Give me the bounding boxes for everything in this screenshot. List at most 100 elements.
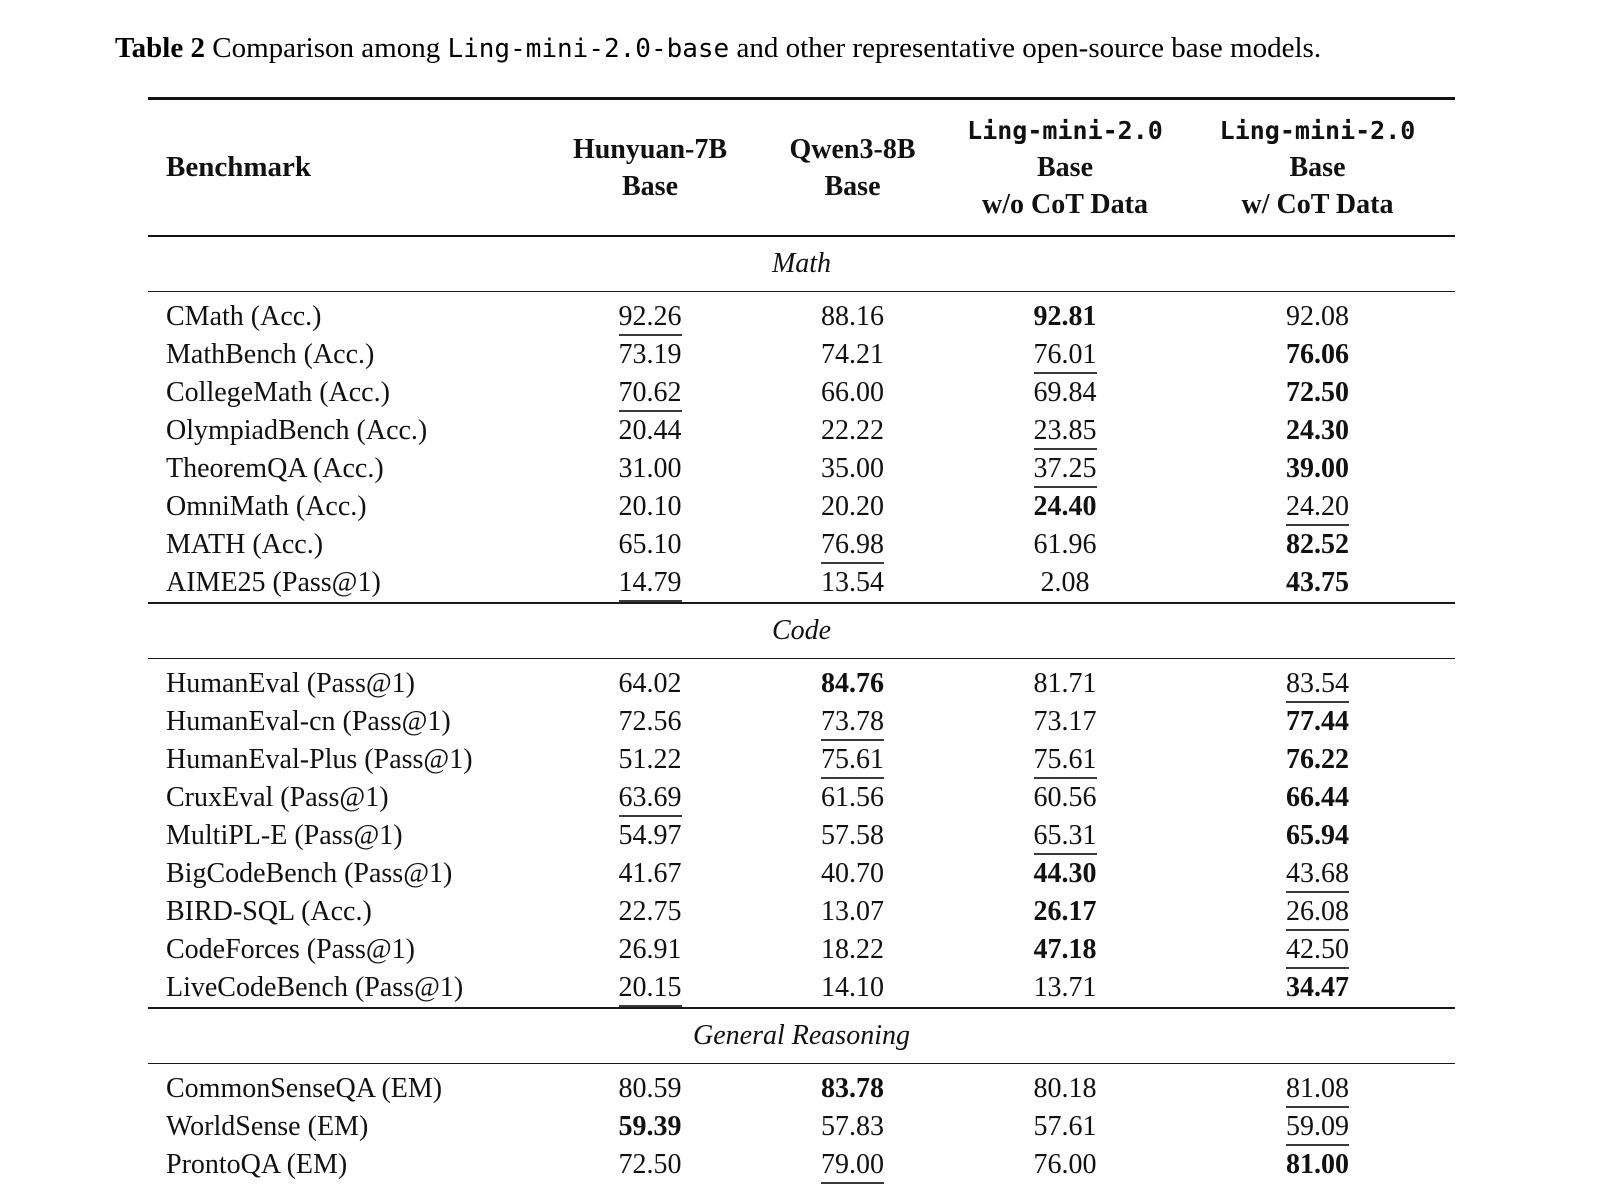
benchmark-name: CodeForces (Pass@1) — [166, 934, 415, 965]
score-value: 65.10 — [618, 529, 682, 560]
score-value: 37.25 — [1033, 454, 1097, 488]
score-value: 39.00 — [1286, 453, 1349, 484]
benchmark-row: MATH (Acc.) 65.10 76.98 61.96 82.52 — [148, 526, 1455, 564]
score-cell: 61.56 — [755, 779, 950, 817]
benchmark-name: BigCodeBench (Pass@1) — [166, 858, 453, 889]
score-value: 43.68 — [1286, 859, 1349, 893]
score-cell: 51.22 — [545, 741, 755, 779]
score-value: 40.70 — [821, 858, 884, 889]
score-cell: 80.18 — [950, 1064, 1180, 1109]
score-cell: 80.59 — [545, 1064, 755, 1109]
score-cell: 83.78 — [755, 1064, 950, 1109]
score-value: 20.15 — [618, 973, 682, 1007]
benchmark-row: TheoremQA (Acc.) 31.00 35.00 37.25 39.00 — [148, 450, 1455, 488]
score-cell: 92.26 — [545, 292, 755, 336]
benchmark-row: OmniMath (Acc.) 20.10 20.20 24.40 24.20 — [148, 488, 1455, 526]
score-cell: 72.50 — [1180, 374, 1455, 412]
score-value: 26.17 — [1033, 896, 1097, 927]
score-value: 74.21 — [821, 339, 884, 370]
score-value: 76.00 — [1033, 1149, 1097, 1180]
score-value: 73.19 — [618, 339, 682, 370]
score-value: 41.67 — [618, 858, 682, 889]
score-value: 72.50 — [1286, 377, 1349, 408]
score-value: 61.96 — [1033, 529, 1097, 560]
score-cell: 76.06 — [1180, 336, 1455, 374]
score-value: 24.30 — [1286, 415, 1349, 446]
benchmark-row: CruxEval (Pass@1) 63.69 61.56 60.56 66.44 — [148, 779, 1455, 817]
score-value: 81.71 — [1033, 668, 1097, 699]
page: Table 2 Comparison among Ling-mini-2.0-b… — [0, 30, 1600, 1201]
score-cell: 34.47 — [1180, 969, 1455, 1008]
score-value: 35.00 — [821, 453, 884, 484]
table-caption: Table 2 Comparison among Ling-mini-2.0-b… — [115, 30, 1600, 67]
score-cell: 20.44 — [545, 412, 755, 450]
score-cell: 54.97 — [545, 817, 755, 855]
score-value: 20.10 — [618, 491, 682, 522]
header-model-column: Qwen3-8B Base — [755, 98, 950, 237]
score-value: 42.50 — [1286, 935, 1349, 969]
score-cell: 82.52 — [1180, 526, 1455, 564]
score-cell: 18.22 — [755, 931, 950, 969]
score-cell: 22.22 — [755, 412, 950, 450]
score-cell: 88.16 — [755, 292, 950, 337]
benchmark-name: CruxEval (Pass@1) — [166, 782, 389, 813]
caption-model-code: Ling-mini-2.0-base — [447, 34, 730, 64]
benchmark-row: WorldSense (EM) 59.39 57.83 57.61 59.09 — [148, 1108, 1455, 1146]
score-value: 2.08 — [1040, 567, 1090, 598]
score-cell: 24.20 — [1180, 488, 1455, 526]
header-row: Benchmark Hunyuan-7B Base Qwen3-8B Base Ling… — [148, 98, 1455, 237]
benchmark-name: AIME25 (Pass@1) — [166, 567, 381, 598]
score-value: 82.52 — [1286, 529, 1349, 560]
score-cell: 65.94 — [1180, 817, 1455, 855]
benchmark-row: HumanEval-Plus (Pass@1) 51.22 75.61 75.61 76… — [148, 741, 1455, 779]
score-cell: 60.56 — [950, 779, 1180, 817]
header-model-column: Hunyuan-7B Base — [545, 98, 755, 237]
header-line: w/ CoT Data — [1241, 189, 1394, 220]
header-benchmark: Benchmark — [148, 98, 545, 237]
score-cell: 73.78 — [755, 703, 950, 741]
benchmark-row: HumanEval-cn (Pass@1) 72.56 73.78 73.17 77.4… — [148, 703, 1455, 741]
header-model-column: Ling-mini-2.0 Base w/ CoT Data — [1180, 98, 1455, 237]
section-label: Math — [148, 235, 1455, 292]
score-value: 23.85 — [1033, 416, 1097, 450]
score-cell: 57.83 — [755, 1108, 950, 1146]
header-line: Ling-mini-2.0 — [967, 116, 1163, 145]
section-header-row: General Reasoning — [148, 1007, 1455, 1064]
score-value: 76.98 — [821, 530, 884, 564]
score-value: 22.75 — [618, 896, 682, 927]
score-value: 13.07 — [821, 896, 884, 927]
score-cell: 2.08 — [950, 564, 1180, 603]
benchmark-row: BigCodeBench (Pass@1) 41.67 40.70 44.30 43.6… — [148, 855, 1455, 893]
score-value: 47.18 — [1033, 934, 1097, 965]
score-value: 76.22 — [1286, 744, 1349, 775]
header-line: Base — [622, 170, 678, 202]
score-cell: 40.70 — [755, 855, 950, 893]
score-value: 43.75 — [1286, 567, 1349, 598]
score-cell: 59.39 — [545, 1108, 755, 1146]
score-value: 80.18 — [1033, 1073, 1097, 1104]
score-cell: 14.10 — [755, 969, 950, 1008]
score-value: 20.44 — [618, 415, 682, 446]
score-value: 63.69 — [618, 783, 682, 817]
score-value: 20.20 — [821, 491, 884, 522]
score-value: 81.00 — [1286, 1149, 1349, 1180]
benchmark-name: MultiPL-E (Pass@1) — [166, 820, 403, 851]
score-cell: 76.00 — [950, 1146, 1180, 1184]
score-cell: 24.30 — [1180, 412, 1455, 450]
benchmark-name: WorldSense (EM) — [166, 1111, 369, 1142]
score-cell: 13.54 — [755, 564, 950, 603]
score-value: 77.44 — [1286, 706, 1349, 737]
score-cell: 92.81 — [950, 292, 1180, 337]
benchmark-row: CMath (Acc.) 92.26 88.16 92.81 92.08 — [148, 292, 1455, 337]
score-cell: 69.84 — [950, 374, 1180, 412]
score-value: 73.17 — [1033, 706, 1097, 737]
benchmark-name: BIRD-SQL (Acc.) — [166, 896, 372, 927]
score-value: 57.58 — [821, 820, 884, 851]
score-cell: 59.09 — [1180, 1108, 1455, 1146]
benchmark-name: HumanEval (Pass@1) — [166, 668, 415, 699]
score-value: 65.94 — [1286, 820, 1349, 851]
score-cell: 39.00 — [1180, 450, 1455, 488]
score-cell: 63.69 — [545, 779, 755, 817]
score-value: 92.08 — [1286, 301, 1349, 332]
score-cell: 47.18 — [950, 931, 1180, 969]
